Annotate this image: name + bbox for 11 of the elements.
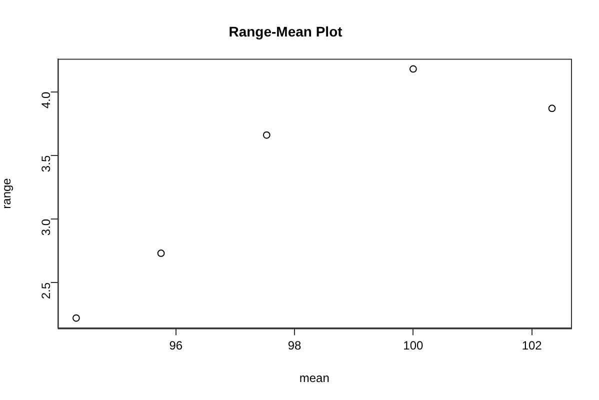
x-tick-label: 102 [522, 338, 542, 353]
y-tick-label: 2.5 [39, 282, 54, 300]
y-tick-label: 3.0 [39, 218, 54, 236]
x-tick-label: 96 [169, 338, 183, 353]
y-tick-label: 3.5 [39, 155, 54, 172]
chart-title: Range-Mean Plot [228, 23, 343, 40]
x-tick-label: 98 [288, 338, 302, 353]
x-axis-title: mean [299, 371, 330, 386]
y-tick-label: 4.0 [39, 92, 54, 109]
y-axis-title: range [0, 178, 14, 209]
x-tick-label: 100 [403, 338, 424, 353]
